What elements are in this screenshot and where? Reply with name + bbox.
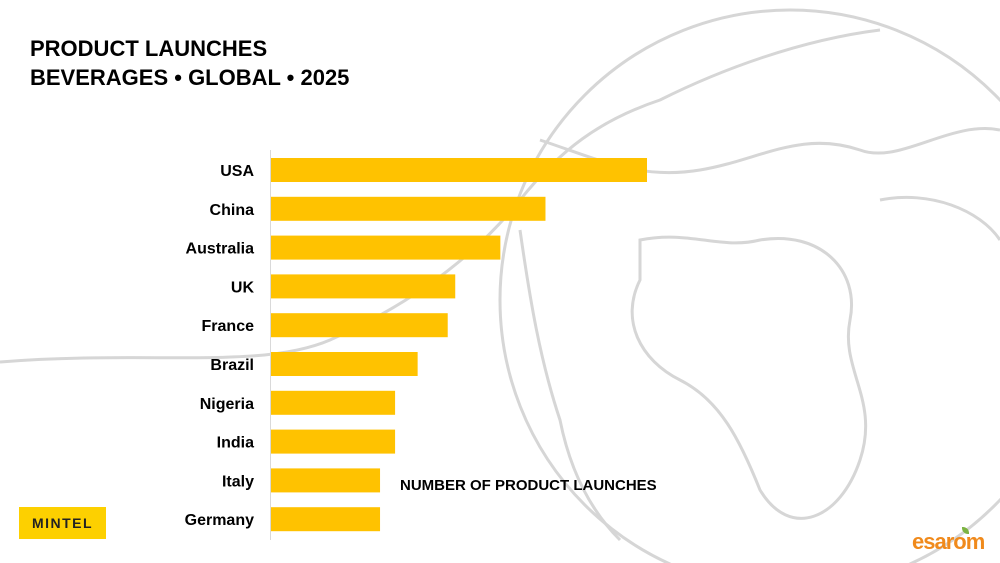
- bar-uk: [271, 274, 456, 299]
- continent-africa: [630, 235, 868, 520]
- mintel-logo-text: MINTEL: [31, 515, 94, 531]
- axis-label: NUMBER OF PRODUCT LAUNCHES: [400, 477, 657, 494]
- category-label: Nigeria: [200, 396, 254, 413]
- bar-italy: [271, 468, 381, 493]
- category-label: UK: [231, 279, 255, 296]
- category-label: Italy: [222, 473, 254, 490]
- title-line-2: BEVERAGES • GLOBAL • 2025: [30, 65, 350, 90]
- category-label: India: [217, 435, 254, 452]
- bar-australia: [271, 235, 501, 260]
- bar-usa: [271, 158, 647, 182]
- bar-china: [271, 196, 546, 221]
- bar-brazil: [271, 352, 418, 376]
- title-line-1: PRODUCT LAUNCHES: [30, 36, 268, 61]
- category-label: Australia: [186, 241, 255, 258]
- category-label: USA: [220, 163, 254, 180]
- bar-germany: [271, 507, 381, 532]
- esarom-logo: esarom: [912, 529, 985, 554]
- category-label: Germany: [185, 512, 254, 529]
- category-label: France: [202, 318, 255, 335]
- continent-americas: [518, 229, 622, 542]
- bar-france: [271, 313, 448, 338]
- bar-nigeria: [271, 390, 396, 415]
- bar-india: [271, 429, 396, 454]
- category-label: China: [210, 202, 255, 219]
- category-label: Brazil: [210, 357, 254, 374]
- leaf-icon: [962, 527, 969, 534]
- mintel-logo: MINTEL: [19, 507, 106, 539]
- continent-asia: [879, 195, 1000, 241]
- chart-title: PRODUCT LAUNCHES BEVERAGES • GLOBAL • 20…: [30, 34, 349, 92]
- globe-outline: [498, 8, 1000, 563]
